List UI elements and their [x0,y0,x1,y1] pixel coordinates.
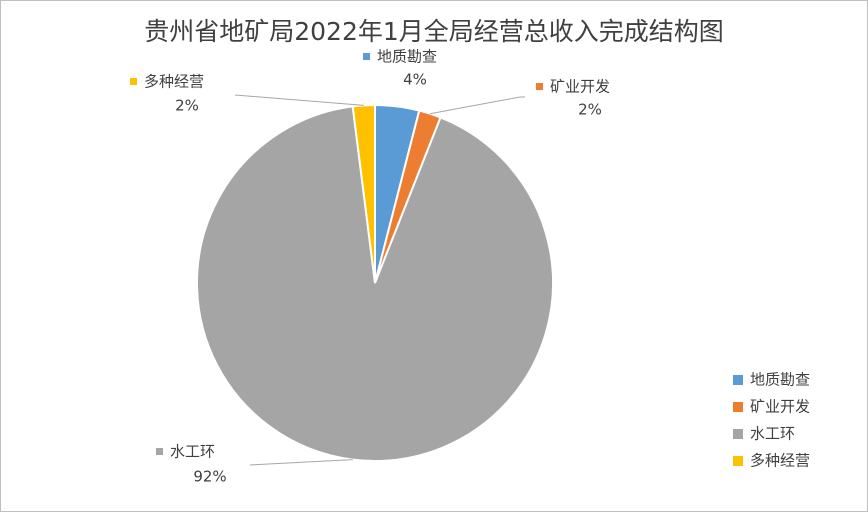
label-key [363,53,370,60]
label-key [536,83,543,90]
leader-line [249,459,353,466]
data-label: 2% [175,97,199,115]
pie-slice [196,105,554,462]
legend-swatch [733,375,743,385]
leader-line [234,94,364,106]
legend-label: 矿业开发 [750,398,810,416]
data-label-name: 矿业开发 [550,78,610,96]
data-label-name: 水工环 [170,443,215,461]
legend-label: 水工环 [750,425,795,443]
pie-slice [351,103,376,284]
label-key [156,448,163,455]
legend-swatch [733,402,743,412]
leader-line [429,96,525,115]
chart-title: 贵州省地矿局2022年1月全局经营总收入完成结构图 [144,17,724,46]
legend-label: 多种经营 [750,452,810,470]
data-label: 4% [403,71,427,89]
legend-swatch [733,429,743,439]
data-label: 2% [578,101,602,119]
legend-label: 地质勘查 [750,371,810,389]
data-label: 92% [193,468,226,486]
legend-swatch [733,456,743,466]
data-label-name: 多种经营 [144,73,204,91]
data-label-name: 地质勘查 [377,48,437,66]
label-key [130,78,137,85]
